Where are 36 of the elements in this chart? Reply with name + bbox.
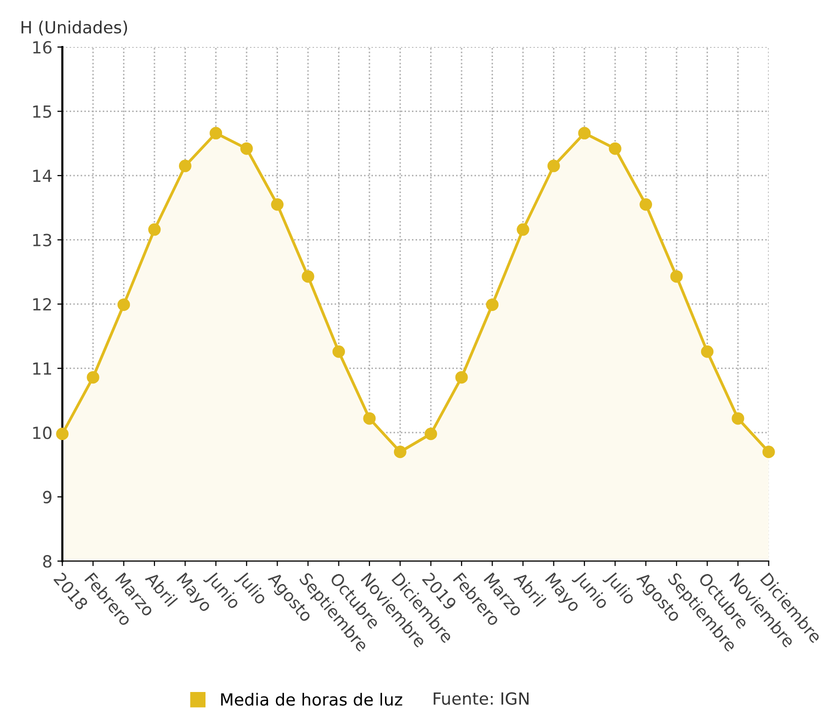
point — [640, 198, 652, 211]
y-tick-label: 16 — [33, 41, 52, 54]
point — [210, 126, 222, 140]
point — [332, 345, 345, 358]
y-axis-title: H (Unidades) — [22, 20, 128, 36]
point — [178, 160, 192, 172]
y-tick-label: 10 — [33, 426, 52, 440]
point — [516, 223, 530, 236]
y-tick-label: 13 — [33, 234, 52, 246]
point — [56, 428, 69, 440]
point — [455, 371, 468, 384]
point — [670, 270, 683, 283]
point — [117, 298, 130, 311]
y-tick-label: 11 — [33, 362, 52, 375]
point — [394, 446, 406, 458]
point — [148, 223, 161, 236]
y-tick-label: 8 — [43, 555, 52, 568]
point — [732, 412, 744, 425]
point — [701, 345, 714, 358]
point — [424, 428, 438, 440]
y-tick-label: 14 — [33, 170, 52, 182]
point — [608, 142, 622, 155]
y-tick-label: 15 — [33, 105, 52, 118]
y-tick-label: 12 — [33, 298, 51, 310]
point — [302, 270, 314, 283]
point — [86, 371, 100, 384]
source-note: Fuente: IGN — [434, 692, 529, 705]
point — [762, 446, 775, 458]
legend-label: Media de horas de luz — [221, 692, 402, 706]
point — [578, 126, 591, 140]
point — [271, 198, 284, 211]
y-tick-label: 9 — [43, 490, 52, 504]
point — [363, 412, 376, 425]
point — [486, 298, 499, 311]
point — [240, 142, 253, 155]
point — [547, 160, 560, 172]
